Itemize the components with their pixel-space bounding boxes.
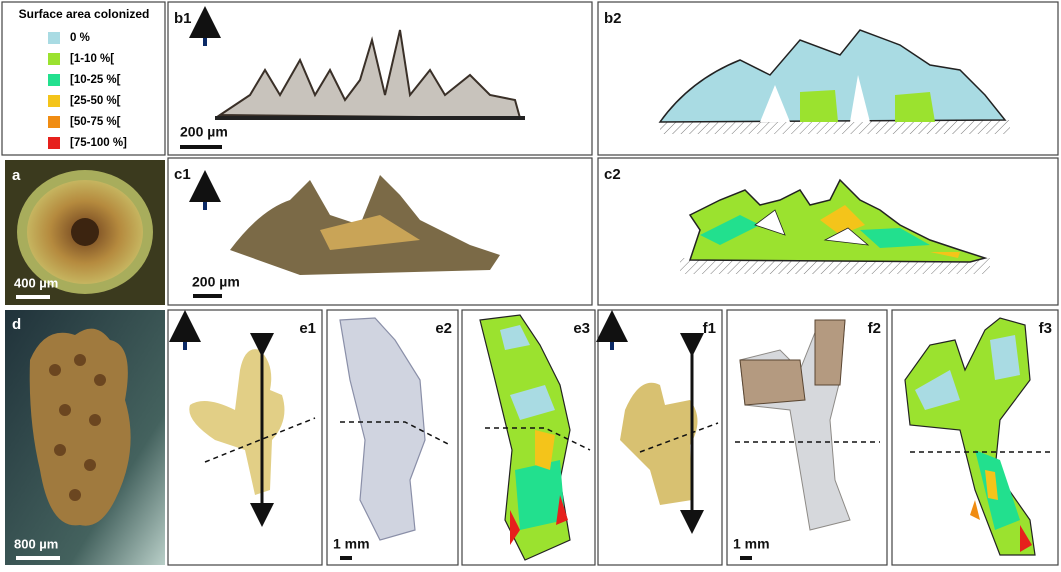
scale-bar-label: 400 µm [14,275,58,290]
legend-label: [25-50 %[ [70,95,121,107]
legend-swatch [48,137,60,149]
panel-label: e1 [299,320,316,337]
scale-bar-label: 200 µm [192,274,240,290]
legend-label: [1-10 %[ [70,53,114,65]
legend-label: 0 % [70,32,90,44]
panel-label: f1 [703,320,716,337]
legend-swatch [48,95,60,107]
scale-bar-label: 800 µm [14,536,58,551]
panel-d: d 800 µm [5,310,165,565]
panel-label: b1 [174,10,192,27]
legend-swatch [48,53,60,65]
legend-label: [10-25 %[ [70,74,121,86]
panel-label: d [12,316,21,333]
panel-label: f3 [1039,320,1052,337]
legend-swatch [48,116,60,128]
panel-label: c2 [604,166,621,183]
legend-swatch [48,32,60,44]
panel-b1: b1 200 µm [168,2,592,155]
legend-swatch [48,74,60,86]
panel-label: e3 [573,320,590,337]
panel-label: a [12,167,21,184]
panel-label: b2 [604,10,622,27]
panel-a: a 400 µm [5,160,165,305]
panel-f1: f1 [598,310,722,565]
scale-bar-label: 200 µm [180,124,228,140]
legend: Surface area colonized 0 % [1-10 %[ [10-25… [2,2,165,155]
panel-e2: e2 1 mm [327,310,458,565]
scale-bar-label: 1 mm [333,536,370,552]
figure: Surface area colonized 0 % [1-10 %[ [10-25… [0,0,1061,567]
panel-e3: e3 [462,310,595,565]
panel-label: f2 [868,320,881,337]
legend-label: [75-100 %] [70,137,127,149]
panel-label: c1 [174,166,191,183]
panel-c1: c1 200 µm [168,158,592,305]
panel-e1: e1 [168,310,322,565]
legend-label: [50-75 %[ [70,116,121,128]
panel-b2: b2 [598,2,1058,155]
panel-f3: f3 [892,310,1058,565]
panel-c2: c2 [598,158,1058,305]
panel-label: e2 [435,320,452,337]
panel-f2: f2 1 mm [727,310,887,565]
legend-title: Surface area colonized [19,7,150,21]
scale-bar-label: 1 mm [733,536,770,552]
